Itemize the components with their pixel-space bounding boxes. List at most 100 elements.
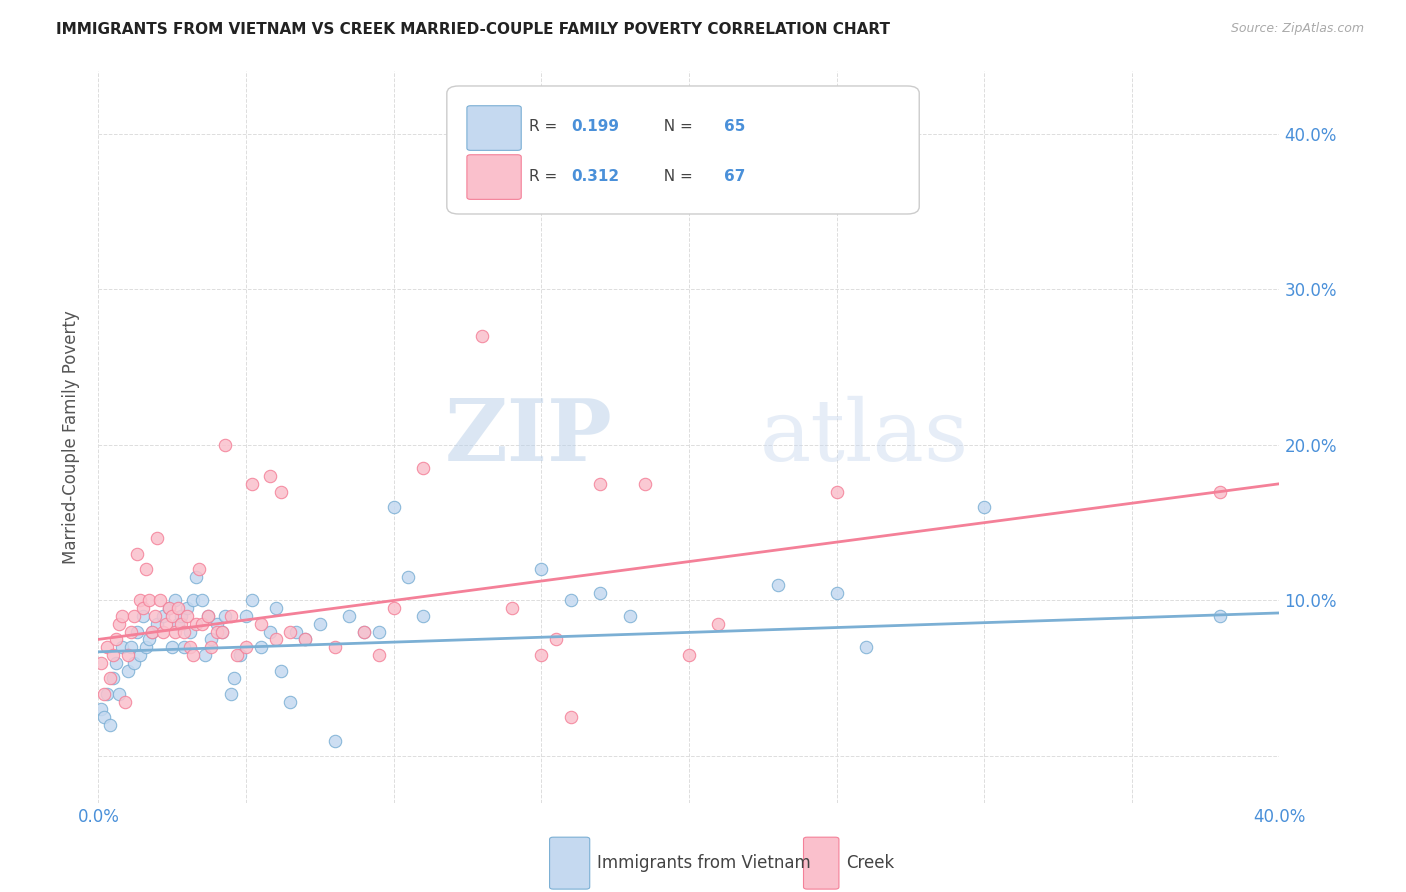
Point (214, 438, 236, 452)
Point (114, 695, 136, 709)
Point (973, 500, 995, 515)
Point (353, 624, 375, 639)
Point (229, 648, 252, 662)
Point (176, 609, 198, 624)
Point (96, 640, 118, 655)
Text: Immigrants from Vietnam: Immigrants from Vietnam (596, 854, 811, 871)
Text: 67: 67 (724, 169, 745, 184)
Point (197, 609, 219, 624)
Point (141, 624, 163, 639)
Point (135, 562, 157, 576)
Point (167, 601, 190, 615)
Point (128, 648, 150, 662)
Point (165, 593, 187, 607)
Text: R =: R = (530, 169, 562, 184)
Point (323, 733, 346, 747)
Point (90, 702, 112, 716)
Point (173, 640, 195, 655)
Point (117, 664, 139, 678)
Point (589, 585, 612, 599)
Point (368, 648, 391, 662)
Point (309, 616, 332, 631)
Text: 0.199: 0.199 (571, 120, 619, 135)
Point (170, 609, 193, 624)
Point (141, 624, 163, 639)
Point (93, 710, 115, 724)
Point (678, 648, 700, 662)
Point (120, 640, 142, 655)
Point (250, 616, 273, 631)
Point (173, 624, 195, 639)
Point (339, 609, 360, 624)
Point (179, 640, 201, 655)
Point (353, 624, 375, 639)
Point (120, 624, 142, 639)
Text: 65: 65 (724, 120, 745, 135)
Point (103, 648, 125, 662)
Text: N =: N = (654, 120, 697, 135)
Point (176, 601, 198, 615)
FancyBboxPatch shape (803, 838, 839, 889)
Point (132, 609, 155, 624)
FancyBboxPatch shape (467, 154, 522, 200)
Point (191, 616, 214, 631)
Point (270, 484, 292, 499)
Point (157, 601, 180, 615)
Point (294, 632, 316, 647)
Point (122, 656, 145, 670)
Point (235, 609, 257, 624)
Point (589, 476, 612, 491)
FancyBboxPatch shape (447, 86, 920, 214)
Point (103, 671, 125, 685)
Point (240, 593, 263, 607)
Point (200, 632, 222, 647)
Point (224, 671, 246, 685)
Point (294, 632, 316, 647)
Point (412, 461, 434, 475)
Point (396, 570, 419, 584)
FancyBboxPatch shape (467, 106, 522, 151)
Point (111, 609, 134, 624)
Point (214, 609, 236, 624)
Point (152, 609, 174, 624)
Text: 0.312: 0.312 (571, 169, 619, 184)
Point (825, 585, 848, 599)
Point (146, 616, 169, 631)
Point (98, 718, 121, 732)
Point (93, 687, 115, 701)
Point (530, 562, 553, 576)
Point (170, 616, 193, 631)
Point (219, 687, 242, 701)
Text: ZIP: ZIP (444, 395, 612, 479)
Point (152, 624, 174, 639)
Point (285, 624, 308, 639)
Point (98, 671, 121, 685)
Point (146, 531, 169, 545)
Point (546, 632, 568, 647)
Point (155, 616, 177, 631)
Point (270, 664, 292, 678)
Point (211, 624, 233, 639)
Point (766, 578, 789, 592)
Y-axis label: Married-Couple Family Poverty: Married-Couple Family Poverty (62, 310, 80, 564)
Point (382, 500, 405, 515)
Point (235, 640, 257, 655)
Text: N =: N = (654, 169, 697, 184)
Point (264, 601, 287, 615)
Point (105, 656, 128, 670)
Point (530, 648, 553, 662)
Point (117, 648, 139, 662)
Point (560, 593, 582, 607)
Point (278, 624, 302, 639)
Point (111, 640, 134, 655)
Point (162, 640, 183, 655)
Point (157, 601, 180, 615)
Point (181, 593, 204, 607)
Point (205, 624, 228, 639)
Point (619, 189, 641, 203)
Point (382, 601, 405, 615)
Point (181, 648, 204, 662)
Point (90, 656, 112, 670)
Point (191, 593, 214, 607)
Point (259, 624, 281, 639)
